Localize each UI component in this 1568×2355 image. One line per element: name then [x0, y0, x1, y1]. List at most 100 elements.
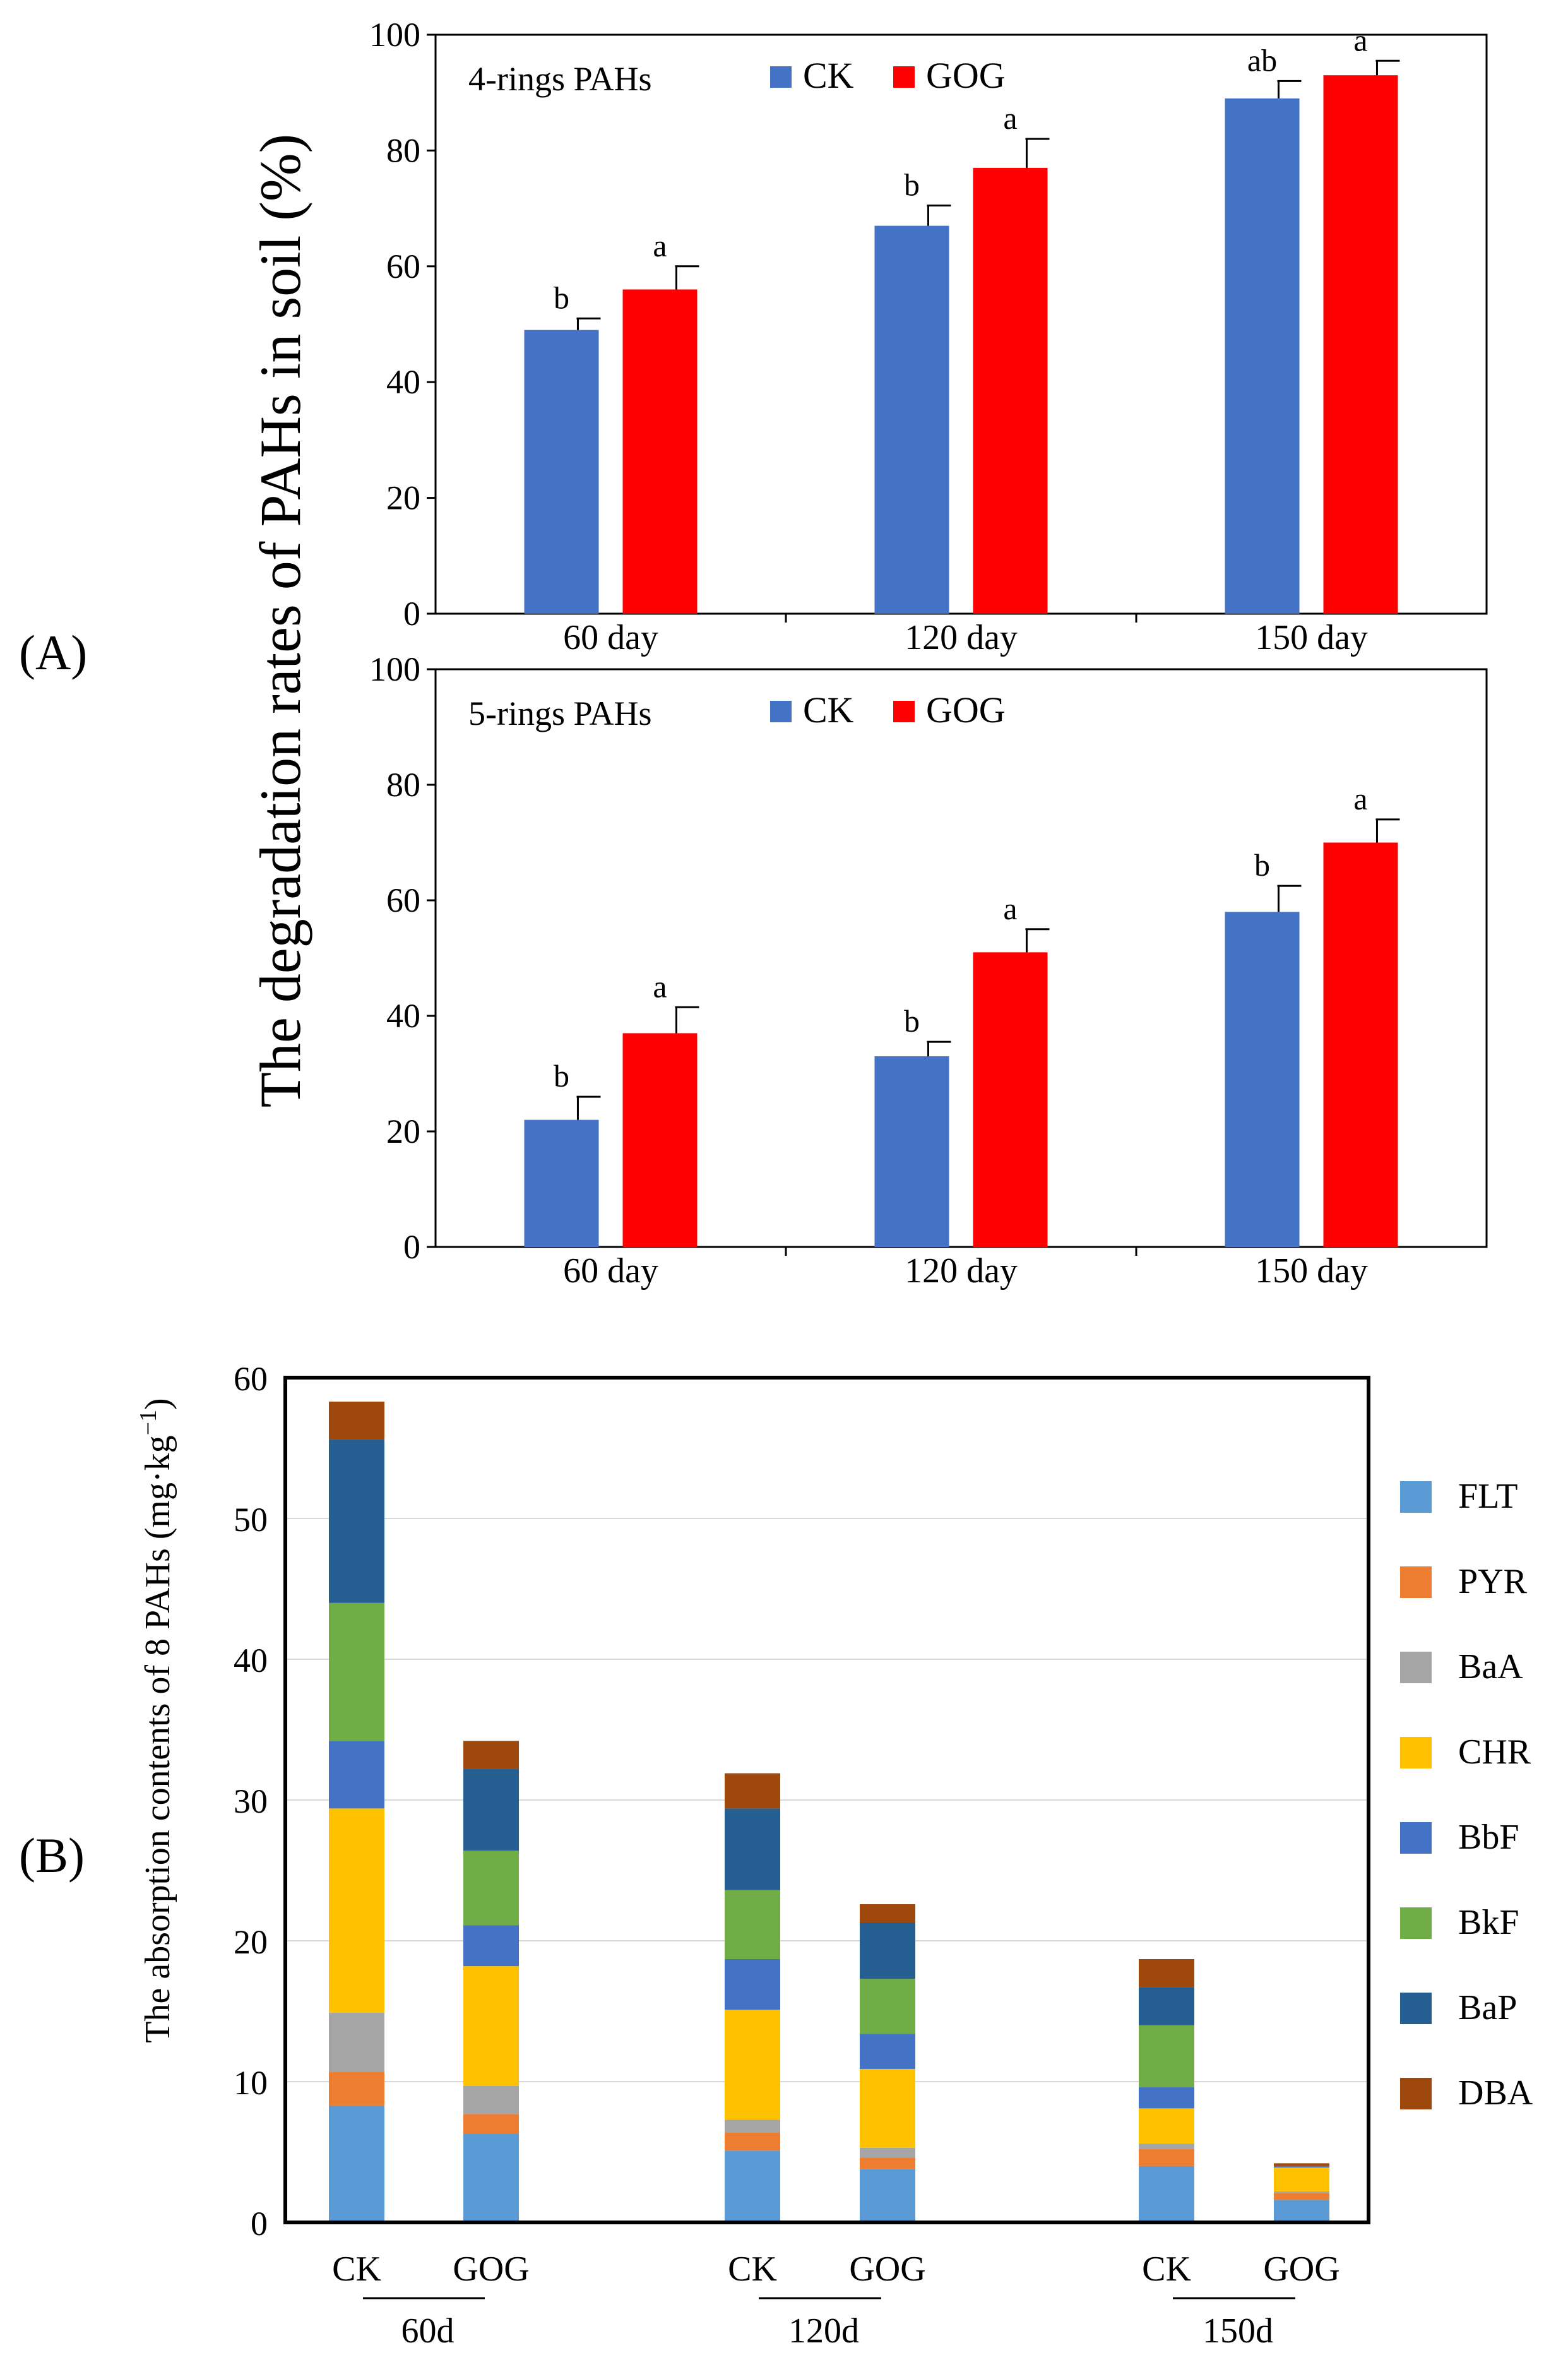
segment-bkf — [463, 1851, 519, 1926]
y-tick-label: 60 — [386, 881, 420, 919]
bar-ck — [874, 225, 949, 614]
segment-bkf — [1139, 2025, 1194, 2087]
bar-gog — [973, 167, 1048, 614]
segment-flt — [1274, 2200, 1329, 2222]
legend-swatch-bkf — [1400, 1907, 1432, 1939]
plot-frame — [283, 1376, 1370, 2224]
significance-letter: a — [1003, 100, 1017, 136]
group-label: 150d — [1203, 2311, 1273, 2351]
segment-baa — [329, 2012, 384, 2072]
segment-bap — [725, 1808, 780, 1890]
y-tick-label: 40 — [386, 997, 420, 1035]
chart-subtitle: 5-rings PAHs — [468, 695, 652, 732]
legend-swatch-chr — [1400, 1737, 1432, 1768]
y-axis-title-b-sup: −1 — [135, 1410, 162, 1435]
bar-ck — [1225, 98, 1300, 614]
legend-swatch-ck — [770, 66, 792, 88]
y-tick-label: 0 — [251, 2205, 268, 2243]
y-tick-label: 100 — [369, 16, 420, 54]
segment-flt — [1139, 2166, 1194, 2222]
legend-label-pyr: PYR — [1458, 1562, 1528, 1601]
y-tick-label: 0 — [403, 1228, 420, 1266]
legend-label-bbf: BbF — [1458, 1818, 1519, 1857]
x-tick-label: CK — [728, 2250, 777, 2289]
segment-baa — [725, 2120, 780, 2133]
segment-flt — [725, 2150, 780, 2222]
chart-5-rings: 0 20 40 60 80 100 60 day b a 120 day b a 150 day b a 5-… — [369, 650, 1488, 1291]
segment-dba — [329, 1401, 384, 1440]
legend-swatch-baa — [1400, 1652, 1432, 1683]
segment-bap — [329, 1440, 384, 1603]
x-tick-label: 120 day — [905, 618, 1018, 657]
segment-bkf — [860, 1979, 915, 2034]
segment-bap — [463, 1768, 519, 1851]
chart-stacked-absorption: 0 10 20 30 40 50 60 CK GOG CK GOG CK GOG 60d 120d 150d F… — [234, 1360, 1533, 2351]
segment-bbf — [725, 1959, 780, 2010]
bar-gog — [1323, 842, 1398, 1247]
x-tick-label: 60 day — [563, 618, 658, 657]
x-tick-label: 150 day — [1255, 1251, 1368, 1291]
significance-letter: b — [1254, 847, 1270, 883]
plot-frame — [434, 668, 1488, 1248]
significance-letter: b — [554, 1058, 569, 1094]
segment-pyr — [463, 2114, 519, 2134]
segment-dba — [1139, 1959, 1194, 1988]
segment-baa — [463, 2085, 519, 2114]
segment-pyr — [1139, 2149, 1194, 2166]
y-axis-title-b-main: The absorption contents of 8 PAHs (mg·kg — [138, 1435, 177, 2042]
y-tick-label: 40 — [386, 363, 420, 401]
segment-bap — [860, 1923, 915, 1979]
y-tick-label: 60 — [386, 247, 420, 285]
x-tick-label: CK — [1142, 2250, 1191, 2289]
segment-chr — [463, 1966, 519, 2086]
segment-bbf — [463, 1925, 519, 1967]
significance-letter: a — [653, 228, 667, 263]
significance-letter: a — [1353, 22, 1367, 57]
significance-letter: b — [904, 167, 920, 203]
bar-gog — [622, 289, 698, 614]
segment-pyr — [725, 2132, 780, 2151]
y-axis-title-b: The absorption contents of 8 PAHs (mg·kg… — [135, 1398, 177, 2042]
segment-flt — [329, 2105, 384, 2222]
legend-swatch-dba — [1400, 2078, 1432, 2109]
y-axis-title-a: The degradation rates of PAHs in soil (%… — [248, 134, 312, 1107]
y-tick-label: 0 — [403, 595, 420, 633]
legend-label-gog: GOG — [926, 689, 1006, 730]
legend-label-gog: GOG — [926, 55, 1006, 96]
segment-dba — [1274, 2163, 1329, 2166]
significance-letter: b — [554, 280, 569, 315]
y-tick-label: 50 — [234, 1501, 268, 1539]
y-tick-label: 20 — [234, 1923, 268, 1961]
bar-ck — [524, 1119, 599, 1247]
legend-swatch-bap — [1400, 1993, 1432, 2024]
segment-dba — [463, 1741, 519, 1769]
segment-dba — [860, 1904, 915, 1923]
y-tick-label: 20 — [386, 479, 420, 517]
segment-dba — [725, 1773, 780, 1809]
segment-bap — [1139, 1987, 1194, 2025]
significance-letter: a — [1353, 781, 1367, 816]
segment-chr — [725, 2010, 780, 2120]
panel-label-b: (B) — [19, 1828, 85, 1883]
legend-swatch-flt — [1400, 1481, 1432, 1513]
y-tick-label: 10 — [234, 2064, 268, 2102]
segment-chr — [860, 2068, 915, 2148]
legend-label-flt: FLT — [1458, 1477, 1518, 1516]
legend-label-dba: DBA — [1458, 2073, 1533, 2113]
legend-label-ck: CK — [803, 55, 854, 96]
x-tick-label: 150 day — [1255, 618, 1368, 657]
segment-bbf — [1139, 2087, 1194, 2109]
chart-4-rings: 0 20 40 60 80 100 60 day b a 120 day b a 150 day ab a 4… — [369, 16, 1488, 657]
x-tick-label: GOG — [453, 2250, 529, 2289]
y-tick-label: 40 — [234, 1642, 268, 1679]
segment-pyr — [860, 2157, 915, 2169]
y-tick-label: 80 — [386, 766, 420, 804]
legend-swatch-ck — [770, 701, 792, 722]
segment-pyr — [329, 2072, 384, 2106]
legend-label-bkf: BkF — [1458, 1903, 1519, 1942]
significance-letter: a — [653, 969, 667, 1004]
y-tick-label: 100 — [369, 650, 420, 688]
legend-swatch-pyr — [1400, 1566, 1432, 1598]
